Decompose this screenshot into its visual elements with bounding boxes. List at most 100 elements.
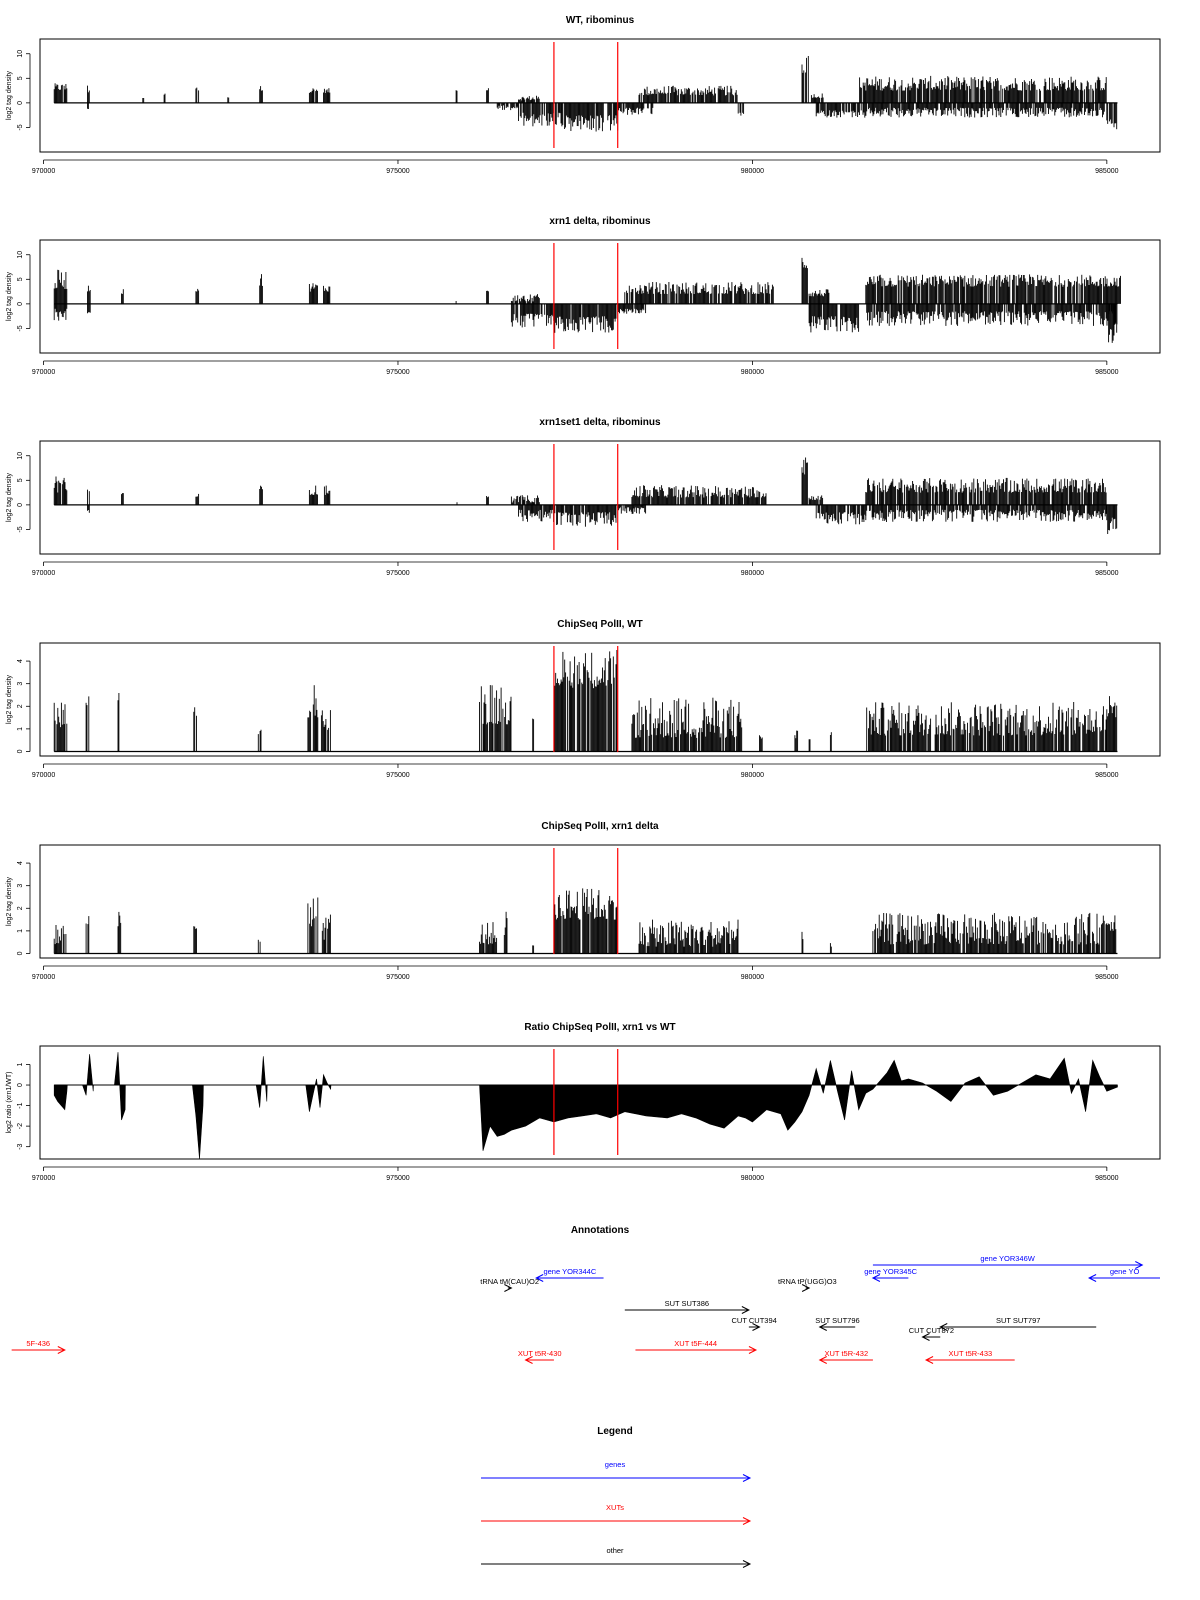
x-tick-label: 980000: [741, 772, 764, 779]
x-tick-label: 980000: [741, 1175, 764, 1182]
y-tick-label: -1: [17, 1102, 24, 1108]
x-tick-label: 975000: [386, 1175, 409, 1182]
arrow-head: [748, 1346, 758, 1354]
x-tick-label: 975000: [386, 974, 409, 981]
y-axis-label: log2 tag density: [6, 876, 13, 926]
y-tick-label: 2: [17, 704, 24, 708]
annotation-label: tRNA tM(CAU)O2: [480, 1277, 539, 1286]
y-tick-label: 1: [17, 1062, 24, 1066]
y-tick-label: 0: [17, 101, 24, 105]
y-axis-label: log2 tag density: [6, 70, 13, 120]
arrow-head: [921, 1333, 930, 1341]
y-axis-label: log2 tag density: [6, 674, 13, 724]
y-tick-label: -5: [17, 526, 24, 532]
annotation-label: CUT CUT394: [732, 1316, 777, 1325]
y-axis-label: log2 ratio (xrn1/WT): [6, 1072, 13, 1134]
arrow-head: [741, 1306, 750, 1314]
legend-entry-other: other: [481, 1546, 752, 1568]
bar-group: [53, 650, 1118, 752]
plot-frame: [39, 440, 1161, 555]
chart-panel-4: ChipSeq PolII, WT 4 3 2 1 0 log2 tag density 97…: [6, 619, 1161, 779]
y-tick-label: 5: [17, 76, 24, 80]
panel-title: xrn1 delta, ribominus: [549, 216, 651, 227]
annotation-feature: gene YOR344C: [535, 1267, 604, 1282]
x-tick-label: 975000: [386, 369, 409, 376]
annotation-label: SUT SUT796: [815, 1316, 859, 1325]
x-tick-label: 975000: [386, 772, 409, 779]
legend: Legend genes XUTs other: [481, 1426, 752, 1568]
plot-frame: [39, 38, 1161, 153]
bar-group: [53, 457, 1118, 534]
y-tick-label: -3: [17, 1143, 24, 1149]
x-tick-label: 970000: [32, 974, 55, 981]
chart-panel-6: Ratio ChipSeq PolII, xrn1 vs WT 1 0 -1 -2 -3 l…: [6, 1022, 1161, 1182]
arrow-head: [818, 1323, 827, 1331]
arrow-head: [742, 1474, 752, 1482]
arrow-head: [742, 1560, 752, 1568]
annotation-label: XUT t5R-433: [949, 1349, 993, 1358]
bar-group: [53, 257, 1121, 343]
y-tick-label: -5: [17, 325, 24, 331]
arrow-head: [1087, 1274, 1097, 1282]
annotation-label: CUT CUT872: [909, 1326, 954, 1335]
x-tick-label: 980000: [741, 974, 764, 981]
x-tick-label: 980000: [741, 570, 764, 577]
y-tick-label: 0: [17, 749, 24, 753]
annotation-label: 5F-436: [26, 1339, 50, 1348]
y-tick-label: 0: [17, 302, 24, 306]
annotation-feature: tRNA tP(UGG)O3: [778, 1277, 837, 1292]
arrow-head: [801, 1284, 811, 1292]
annotation-feature: SUT SUT386: [624, 1299, 750, 1314]
annotation-feature: SUT SUT796: [815, 1316, 860, 1331]
x-tick-label: 970000: [32, 369, 55, 376]
y-tick-label: 0: [17, 951, 24, 955]
y-tick-label: 10: [17, 251, 24, 259]
x-tick-label: 975000: [386, 168, 409, 175]
y-tick-label: 1: [17, 929, 24, 933]
annotation-feature: gene YOR346W: [872, 1254, 1144, 1269]
annotation-label: tRNA tP(UGG)O3: [778, 1277, 837, 1286]
x-tick-label: 970000: [32, 168, 55, 175]
y-tick-label: 0: [17, 503, 24, 507]
ratio-area: [53, 1052, 1118, 1160]
chart-panel-2: xrn1 delta, ribominus 10 5 0 -5 log2 tag dens…: [6, 216, 1161, 376]
panel-title: WT, ribominus: [566, 15, 635, 26]
y-tick-label: -5: [17, 124, 24, 130]
panel-title: xrn1set1 delta, ribominus: [539, 417, 661, 428]
y-axis-label: log2 tag density: [6, 271, 13, 321]
annotation-feature: XUT t5R-430: [518, 1349, 562, 1364]
x-tick-label: 975000: [386, 570, 409, 577]
y-tick-label: 0: [17, 1083, 24, 1087]
annotation-label: SUT SUT797: [996, 1316, 1040, 1325]
y-axis-label: log2 tag density: [6, 472, 13, 522]
annotation-feature: XUT t5R-433: [924, 1349, 1015, 1364]
plot-frame: [39, 844, 1161, 959]
y-tick-label: 5: [17, 478, 24, 482]
annotation-label: XUT t5F-444: [674, 1339, 717, 1348]
arrow-head: [524, 1356, 533, 1364]
arrow-head: [742, 1517, 752, 1525]
arrow-head: [504, 1284, 513, 1292]
arrow-head: [535, 1274, 544, 1282]
panel-title: ChipSeq PolII, WT: [557, 619, 643, 630]
plot-frame: [39, 1045, 1161, 1160]
legend-entry-genes: genes: [481, 1460, 752, 1482]
y-tick-label: 2: [17, 906, 24, 910]
legend-label: other: [606, 1546, 624, 1555]
arrow-head: [57, 1346, 66, 1354]
arrow-head: [752, 1323, 761, 1331]
x-tick-label: 980000: [741, 369, 764, 376]
y-tick-label: 3: [17, 682, 24, 686]
annotation-feature: XUT t5R-432: [818, 1349, 873, 1364]
x-tick-label: 985000: [1095, 168, 1118, 175]
annotation-feature: CUT CUT394: [732, 1316, 777, 1331]
chart-panel-1: WT, ribominus 10 5 0 -5 log2 tag density 97000…: [6, 15, 1161, 175]
annotation-label: XUT t5R-430: [518, 1349, 562, 1358]
annotation-label: gene YOR346W: [980, 1254, 1035, 1263]
annotation-feature: gene YO: [1087, 1267, 1160, 1282]
bar-group: [53, 56, 1118, 132]
plot-frame: [39, 239, 1161, 354]
legend-entry-XUTs: XUTs: [481, 1503, 752, 1525]
legend-label: XUTs: [606, 1503, 624, 1512]
